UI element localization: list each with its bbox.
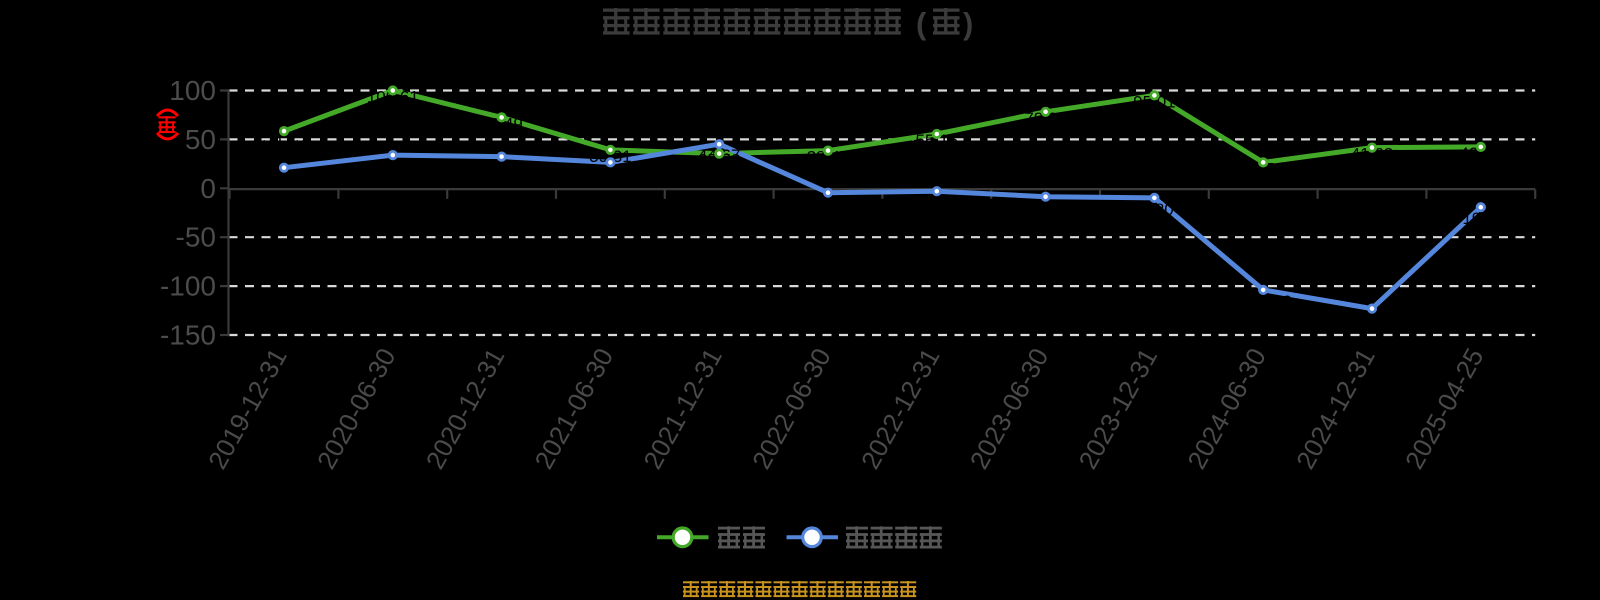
svg-text:-8.60: -8.60 xyxy=(1026,199,1065,218)
svg-text:55.15: 55.15 xyxy=(916,131,959,150)
svg-text:0: 0 xyxy=(200,173,216,204)
svg-text:100.61: 100.61 xyxy=(367,88,419,107)
svg-text:-9.80: -9.80 xyxy=(1135,200,1174,219)
svg-text:32.44: 32.44 xyxy=(480,159,523,178)
svg-text:33.87: 33.87 xyxy=(372,157,415,176)
svg-text:): ) xyxy=(963,6,973,41)
svg-text:95.01: 95.01 xyxy=(1133,92,1176,111)
svg-text:58.15: 58.15 xyxy=(263,128,306,147)
svg-text:-150: -150 xyxy=(160,320,216,351)
svg-text:78.22: 78.22 xyxy=(1024,109,1067,128)
svg-text:100: 100 xyxy=(169,75,216,106)
svg-text:-50: -50 xyxy=(176,222,216,253)
svg-text:38.47: 38.47 xyxy=(807,148,850,167)
svg-text:50: 50 xyxy=(185,124,216,155)
svg-text:-4.51: -4.51 xyxy=(809,195,848,214)
svg-text:-103.90: -103.90 xyxy=(1234,292,1292,311)
svg-text:26.47: 26.47 xyxy=(589,164,632,183)
svg-text:72.49: 72.49 xyxy=(480,114,523,133)
svg-text:39.31: 39.31 xyxy=(589,147,632,166)
svg-text:(: ( xyxy=(916,6,927,41)
svg-text:-100: -100 xyxy=(160,271,216,302)
svg-text:41.62: 41.62 xyxy=(1351,145,1394,164)
svg-text:42.35: 42.35 xyxy=(1460,144,1503,163)
svg-text:21.10: 21.10 xyxy=(263,170,306,189)
svg-text:35.52: 35.52 xyxy=(698,151,741,170)
svg-text:-122.40: -122.40 xyxy=(1343,311,1401,330)
svg-text:26.53: 26.53 xyxy=(1242,159,1285,178)
svg-text:-19.30: -19.30 xyxy=(1457,209,1505,228)
svg-text:-3.02: -3.02 xyxy=(917,193,956,212)
